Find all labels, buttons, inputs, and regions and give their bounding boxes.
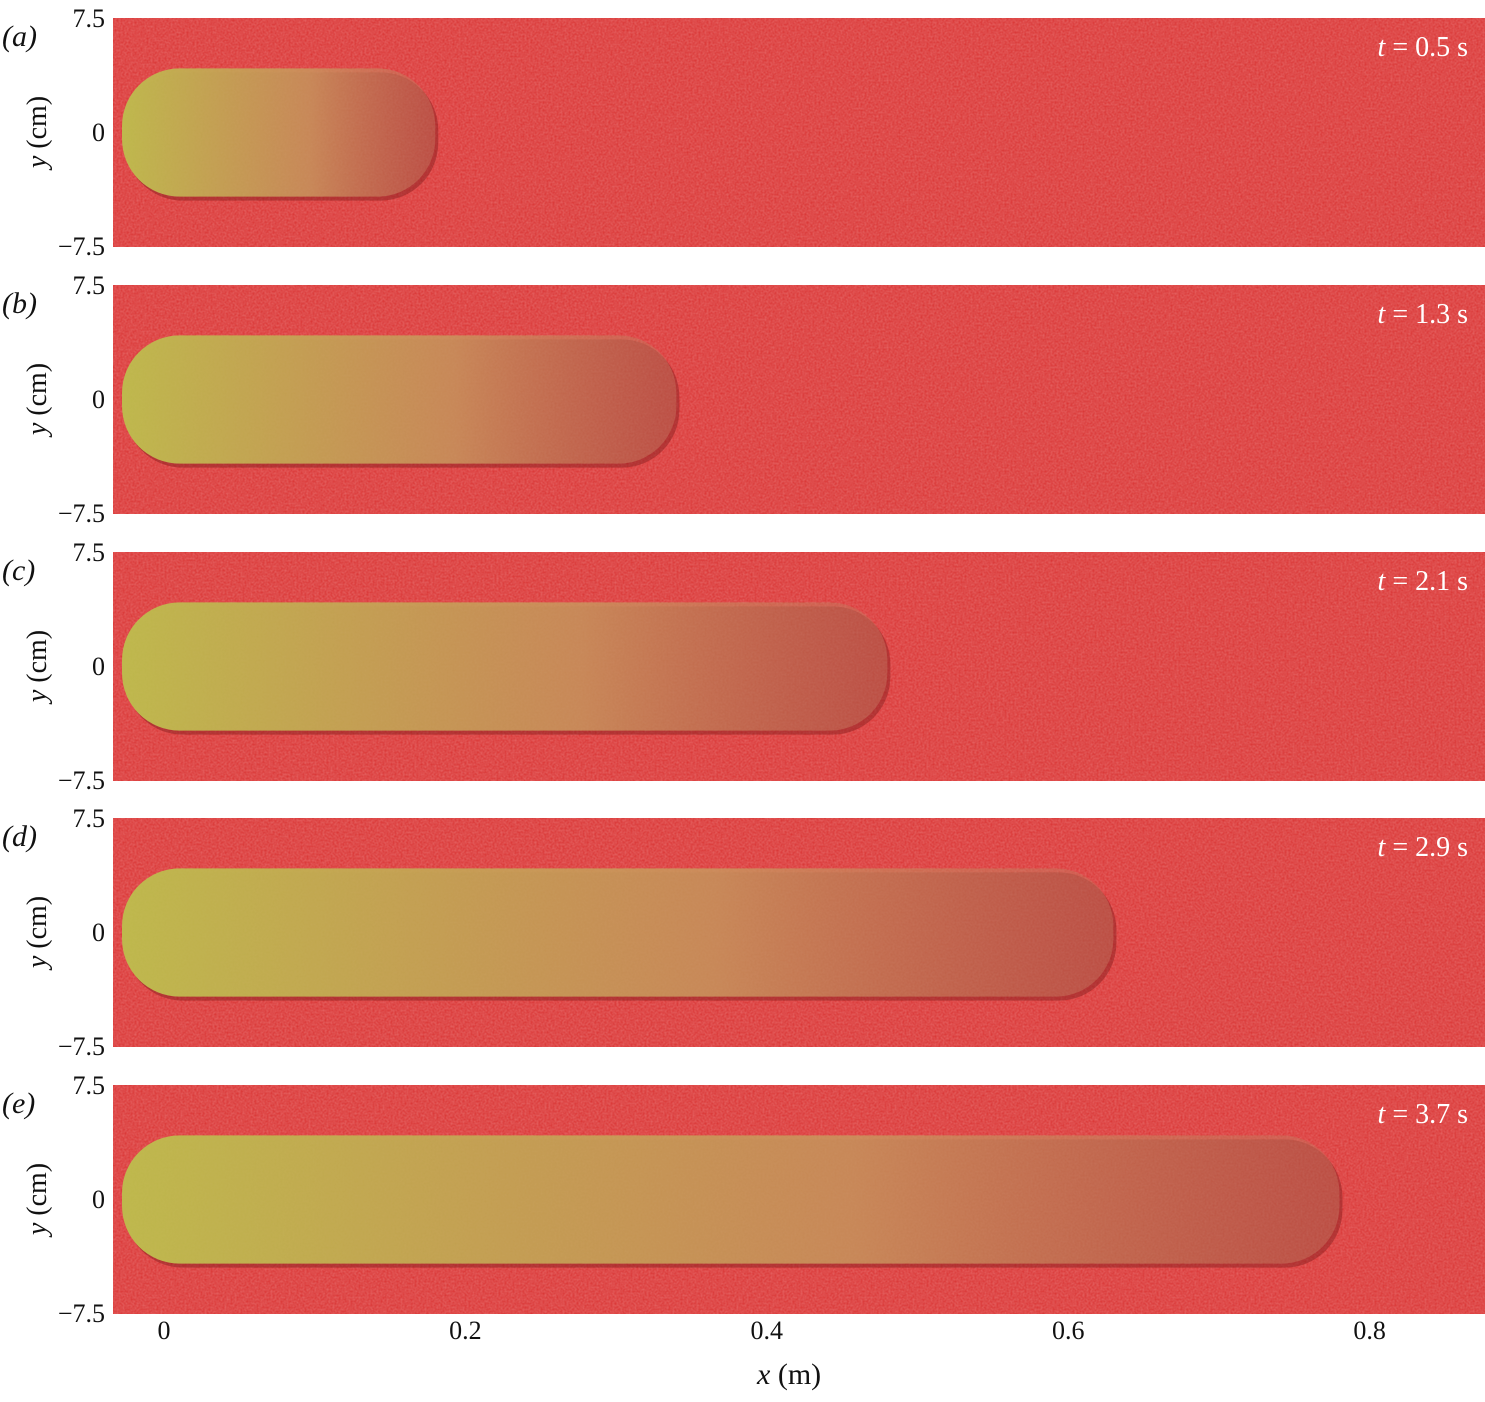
y-tick-label: 0 bbox=[92, 118, 105, 147]
panel-photo: t = 3.7 s bbox=[113, 1085, 1485, 1314]
panel-label: (a) bbox=[2, 20, 37, 53]
x-tick-label: 0.8 bbox=[1353, 1316, 1386, 1345]
panel-label: (d) bbox=[2, 820, 37, 853]
time-label: t = 0.5 s bbox=[1377, 32, 1468, 63]
y-axis-label: y (cm) bbox=[22, 362, 53, 436]
y-tick-label: −7.5 bbox=[57, 232, 105, 261]
time-label: t = 3.7 s bbox=[1377, 1099, 1468, 1130]
deposit-photo bbox=[113, 552, 1485, 781]
time-label: t = 2.1 s bbox=[1377, 566, 1468, 597]
deposit-photo bbox=[113, 818, 1485, 1047]
y-tick-label: 0 bbox=[92, 652, 105, 681]
y-tick-label: 7.5 bbox=[72, 804, 106, 833]
panel-photo: t = 2.1 s bbox=[113, 552, 1485, 781]
y-tick-label: 0 bbox=[92, 918, 105, 947]
panel-label: (c) bbox=[2, 554, 36, 587]
x-tick-label: 0.6 bbox=[1051, 1316, 1085, 1345]
x-tick-label: 0.2 bbox=[449, 1316, 482, 1345]
panel-photo: t = 1.3 s bbox=[113, 285, 1485, 514]
panel-photo: t = 2.9 s bbox=[113, 818, 1485, 1047]
deposit-photo bbox=[113, 1085, 1485, 1314]
y-tick-label: −7.5 bbox=[57, 766, 105, 795]
deposit-photo bbox=[113, 18, 1485, 247]
x-axis-label: x (m) bbox=[757, 1358, 822, 1391]
time-label: t = 1.3 s bbox=[1377, 299, 1468, 330]
y-axis-label: y (cm) bbox=[22, 95, 53, 169]
panel-label: (b) bbox=[2, 287, 37, 320]
y-axis-label: y (cm) bbox=[22, 895, 53, 969]
y-tick-label: −7.5 bbox=[57, 499, 105, 528]
y-tick-label: −7.5 bbox=[57, 1299, 105, 1328]
panel-label: (e) bbox=[2, 1087, 36, 1120]
x-tick-label: 0 bbox=[157, 1316, 171, 1345]
y-axis-label: y (cm) bbox=[22, 629, 53, 703]
y-axis-label: y (cm) bbox=[22, 1162, 53, 1236]
y-tick-label: 0 bbox=[92, 385, 105, 414]
x-tick-label: 0.4 bbox=[750, 1316, 784, 1345]
y-tick-label: 7.5 bbox=[72, 1071, 106, 1100]
y-tick-label: −7.5 bbox=[57, 1032, 105, 1061]
y-tick-label: 7.5 bbox=[72, 271, 106, 300]
y-tick-label: 0 bbox=[92, 1185, 105, 1214]
deposit-photo bbox=[113, 285, 1485, 514]
y-tick-label: 7.5 bbox=[72, 4, 106, 33]
time-label: t = 2.9 s bbox=[1377, 832, 1468, 863]
y-tick-label: 7.5 bbox=[72, 538, 106, 567]
panel-photo: t = 0.5 s bbox=[113, 18, 1485, 247]
